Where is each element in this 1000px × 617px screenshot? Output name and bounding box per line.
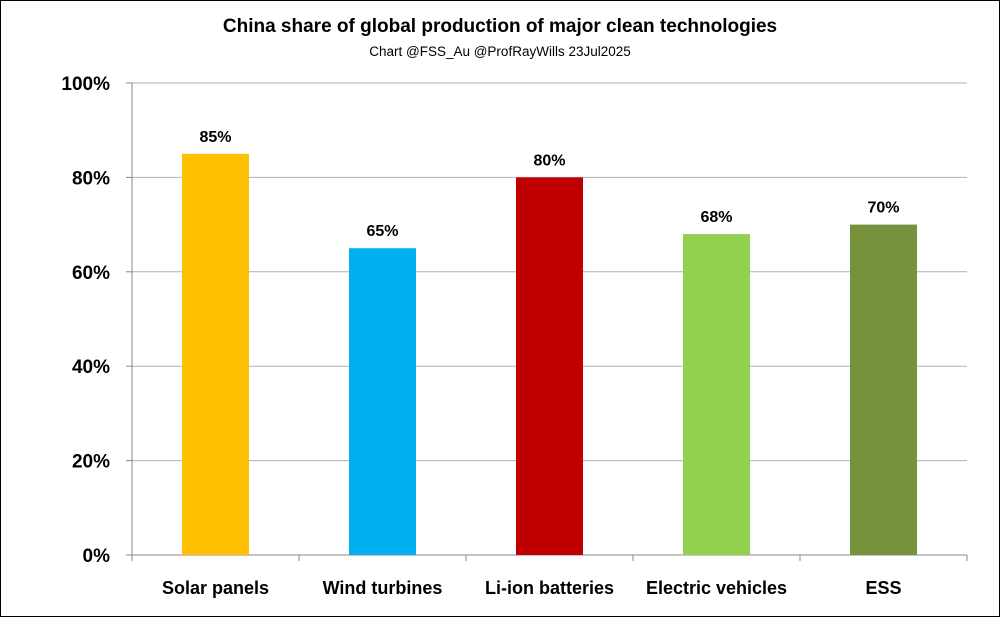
y-tick-label: 40% bbox=[72, 357, 110, 378]
x-category-label: ESS bbox=[865, 578, 901, 598]
bar-ess bbox=[850, 224, 917, 555]
y-tick-label: 0% bbox=[83, 546, 111, 567]
bar-wind-turbines bbox=[349, 248, 416, 555]
data-label: 65% bbox=[366, 223, 398, 240]
data-label: 68% bbox=[700, 209, 732, 226]
y-tick-label: 60% bbox=[72, 263, 110, 284]
data-label: 85% bbox=[199, 129, 231, 146]
data-label: 70% bbox=[867, 200, 899, 217]
bar-solar-panels bbox=[182, 153, 249, 556]
x-category-label: Wind turbines bbox=[323, 578, 443, 598]
y-tick-label: 80% bbox=[72, 168, 110, 189]
x-category-label: Li-ion batteries bbox=[485, 578, 614, 598]
bar-li-ion-batteries bbox=[516, 177, 583, 555]
x-category-label: Solar panels bbox=[162, 578, 269, 598]
y-tick-label: 100% bbox=[61, 74, 110, 95]
y-tick-label: 20% bbox=[72, 452, 110, 473]
bar-electric-vehicles bbox=[683, 234, 750, 556]
chart-subtitle: Chart @FSS_Au @ProfRayWills 23Jul2025 bbox=[369, 44, 631, 59]
chart-title: China share of global production of majo… bbox=[222, 16, 778, 37]
x-category-label: Electric vehicles bbox=[646, 578, 787, 598]
data-label: 80% bbox=[533, 152, 565, 169]
